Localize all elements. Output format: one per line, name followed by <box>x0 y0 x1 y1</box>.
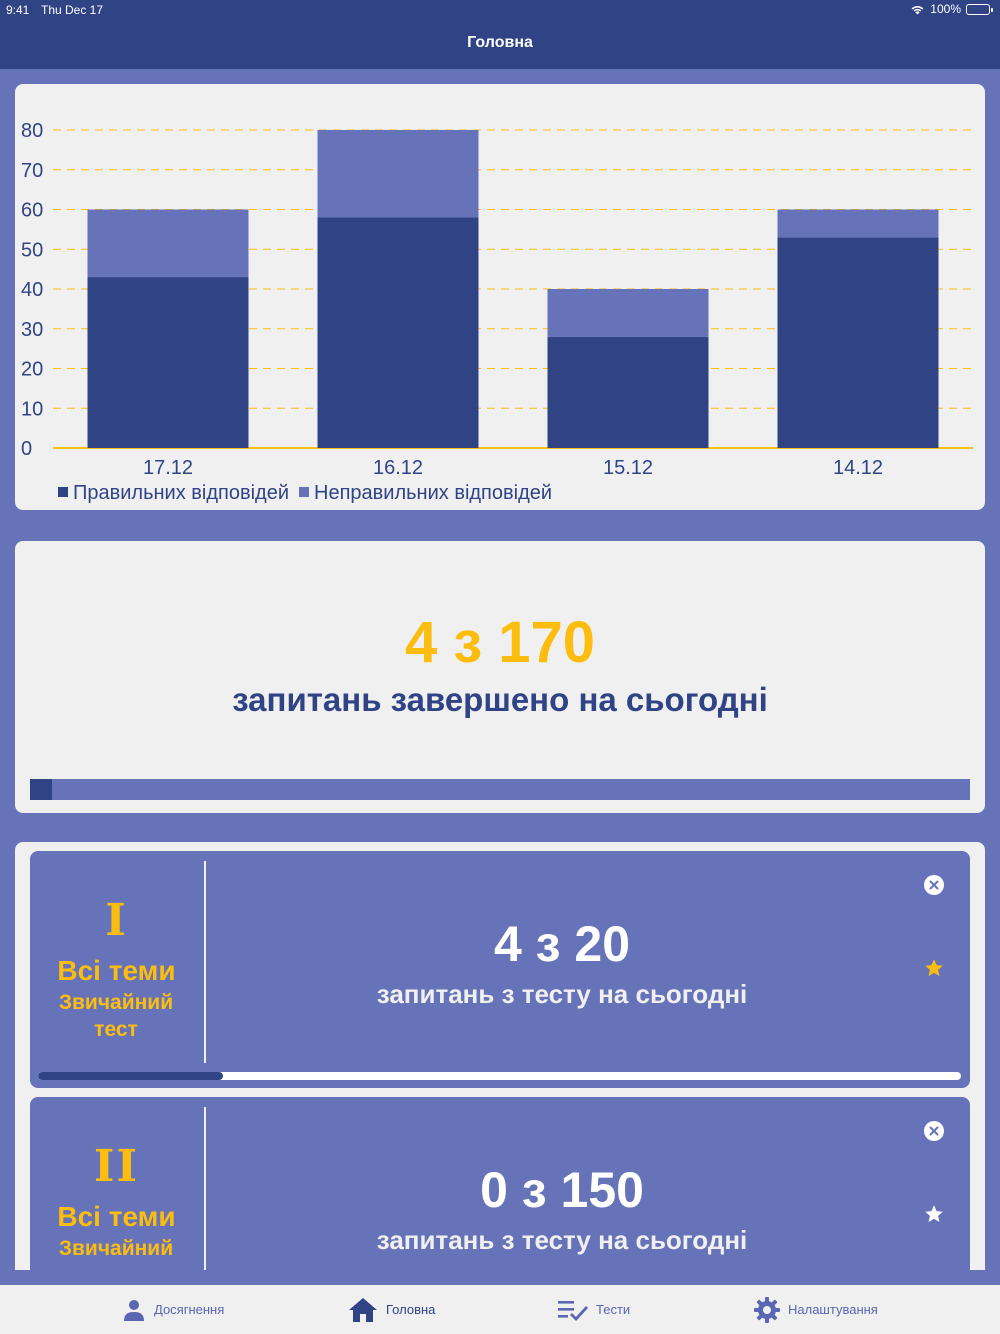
daily-count: 4 з 170 <box>404 610 596 675</box>
test-progress-fill <box>38 1072 223 1080</box>
close-circle-icon[interactable] <box>924 1121 944 1141</box>
y-tick-label: 0 <box>21 438 32 460</box>
battery-icon <box>966 3 993 15</box>
close-circle-icon[interactable] <box>924 875 944 895</box>
y-tick-label: 30 <box>21 319 43 341</box>
daily-progress-card: 4 з 170 запитань завершено на сьогодні <box>15 541 985 813</box>
tab-settings[interactable]: Налаштування <box>754 1285 878 1334</box>
status-date: Thu Dec 17 <box>41 3 104 17</box>
test-count: 0 з 150 <box>480 1162 644 1218</box>
daily-caption: запитань завершено на сьогодні <box>232 681 768 718</box>
y-tick-label: 40 <box>21 279 43 301</box>
status-indicators: 100% <box>910 2 993 16</box>
x-tick-label: 17.12 <box>143 457 193 479</box>
tab-label: Тести <box>596 1302 631 1317</box>
divider <box>204 1107 206 1270</box>
tab-label: Головна <box>386 1302 436 1317</box>
y-tick-label: 10 <box>21 398 43 420</box>
answers-chart: 0 10 20 30 40 50 60 70 80 17.12 16.12 15.12 14.12 Пра… <box>21 120 973 504</box>
daily-progress-bar <box>30 779 970 800</box>
star-icon[interactable] <box>923 957 945 979</box>
test-caption: запитань з тесту на сьогодні <box>376 1225 748 1255</box>
test-caption: запитань з тесту на сьогодні <box>376 979 748 1009</box>
legend-label: Неправильних відповідей <box>314 482 552 504</box>
y-tick-label: 50 <box>21 239 43 261</box>
tab-tests[interactable]: Тести <box>558 1285 630 1334</box>
tab-bar: Досягнення Головна Тести Налаштування <box>0 1285 1000 1334</box>
legend-swatch <box>299 487 310 497</box>
status-time: 9:41 <box>6 3 30 17</box>
test-numeral: II <box>93 1141 140 1192</box>
y-tick-label: 80 <box>21 120 43 142</box>
page-title: Головна <box>467 34 533 51</box>
test-info: II Всі теми Звичайний тест <box>30 1097 203 1270</box>
test-topic: Всі теми <box>57 955 176 986</box>
test-card[interactable]: I Всі теми Звичайний тест 4 з 20 запитан… <box>30 851 970 1088</box>
test-card[interactable]: II Всі теми Звичайний тест 0 з 150 запит… <box>30 1097 970 1270</box>
gear-icon <box>754 1296 780 1323</box>
bar-segment <box>317 130 479 218</box>
test-numeral: I <box>105 895 128 946</box>
test-type: Звичайний тест <box>58 991 174 1041</box>
test-type: Звичайний тест <box>58 1237 174 1270</box>
y-tick-label: 60 <box>21 200 43 222</box>
bar-segment <box>87 209 249 278</box>
bar-segment <box>87 277 249 448</box>
tab-label: Налаштування <box>788 1302 878 1317</box>
person-icon <box>124 1299 144 1321</box>
tests-panel: I Всі теми Звичайний тест 4 з 20 запитан… <box>15 842 985 1270</box>
y-tick-label: 70 <box>21 160 43 182</box>
battery-percent: 100% <box>930 2 961 16</box>
bar-segment <box>547 289 709 337</box>
tab-label: Досягнення <box>154 1302 225 1317</box>
x-tick-label: 15.12 <box>603 457 653 479</box>
bar-segment <box>317 217 479 448</box>
tab-home[interactable]: Головна <box>348 1285 435 1334</box>
bar-segment <box>547 336 709 448</box>
app-header: 9:41 Thu Dec 17 100% Головна <box>0 0 1000 69</box>
tab-achievements[interactable]: Досягнення <box>122 1285 224 1334</box>
x-tick-label: 14.12 <box>833 457 883 479</box>
answers-chart-card: 0 10 20 30 40 50 60 70 80 17.12 16.12 15.12 14.12 Пра… <box>15 84 985 510</box>
test-count: 4 з 20 <box>493 916 631 972</box>
test-progress-bar <box>38 1072 961 1080</box>
wifi-icon <box>911 5 924 14</box>
x-tick-label: 16.12 <box>373 457 423 479</box>
test-topic: Всі теми <box>57 1201 176 1232</box>
bar-segment <box>777 237 939 448</box>
y-tick-label: 20 <box>21 359 43 381</box>
bar-segment <box>777 209 939 238</box>
star-icon[interactable] <box>923 1203 945 1225</box>
divider <box>204 861 206 1063</box>
test-info: I Всі теми Звичайний тест <box>30 851 203 1063</box>
legend-swatch <box>58 487 68 497</box>
checklist-icon <box>558 1300 588 1321</box>
daily-progress-fill <box>30 779 53 800</box>
legend-label: Правильних відповідей <box>73 482 289 504</box>
home-icon <box>349 1297 377 1322</box>
